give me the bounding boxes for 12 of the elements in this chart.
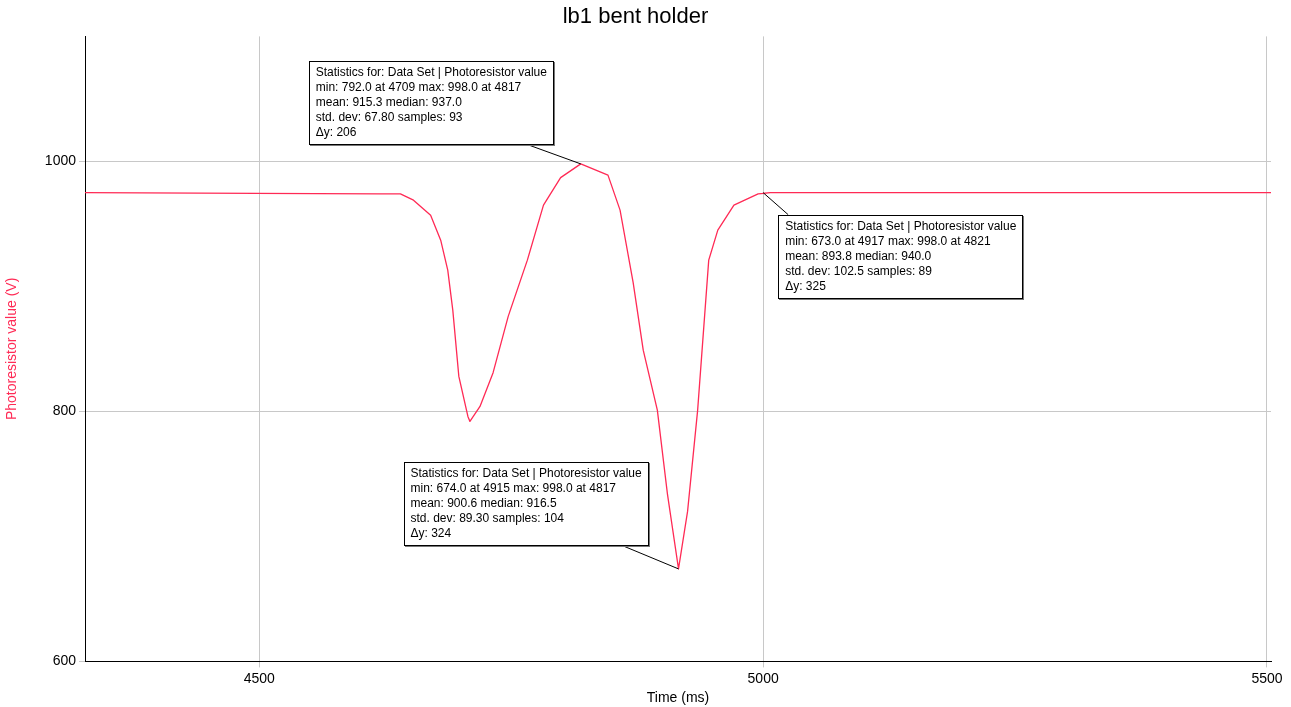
y-tick-label: 800 [52, 402, 77, 419]
annotation: Statistics for: Data Set | Photoresistor value min: 673.0 at 4917 max: 998.0 at 4821 mean: 893.8 median: 940.0 std. dev: 102.5 samples: 89 Δy: 325 [778, 214, 1024, 299]
y-tick-label: 600 [52, 652, 77, 669]
annotation: Statistics for: Data Set | Photoresistor value min: 792.0 at 4709 max: 998.0 at 4817 mean: 915.3 median: 937.0 std. dev: 67.80 samples: 93 Δy: 206 [308, 60, 554, 145]
x-axis-title: Time (ms) [646, 689, 710, 706]
x-tick-label: 4500 [243, 669, 276, 686]
x-tick-label: 5000 [747, 669, 779, 686]
y-axis-title: Photoresistor value (V) [3, 277, 20, 421]
annotation: Statistics for: Data Set | Photoresistor value min: 674.0 at 4915 max: 998.0 at 4817 mean: 900.6 median: 916.5 std. dev: 89.30 samples: 104 Δy: 324 [403, 461, 649, 546]
x-tick-label: 5500 [1251, 669, 1283, 686]
y-tick-label: 1000 [44, 152, 77, 169]
chart-title: lb1 bent holder [562, 3, 709, 29]
